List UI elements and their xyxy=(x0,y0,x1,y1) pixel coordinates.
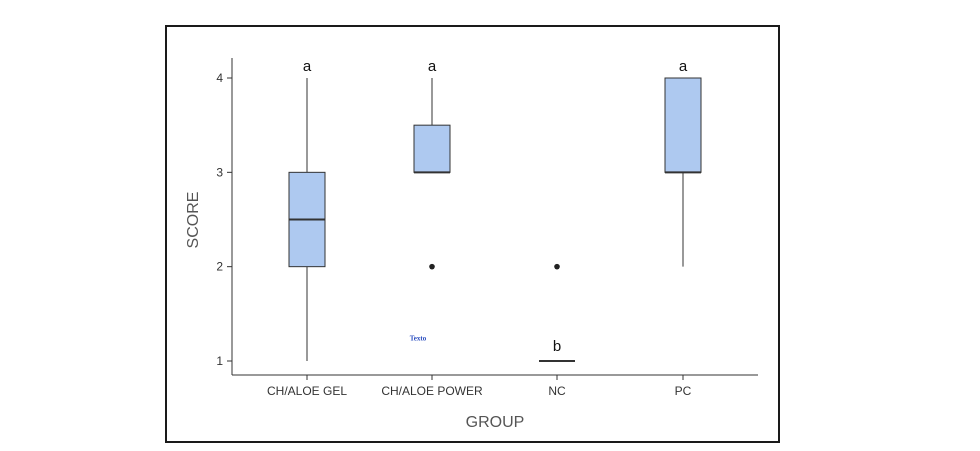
axes xyxy=(231,58,758,376)
box-3 xyxy=(664,77,702,173)
y-tick-label-2: 2 xyxy=(216,260,223,274)
outlier-point-2-0 xyxy=(554,263,560,270)
outlier-point-1-0 xyxy=(429,263,435,270)
y-tick-label-1: 1 xyxy=(216,354,223,368)
y-tick-label-3: 3 xyxy=(216,165,223,179)
x-tick-label-2: NC xyxy=(548,384,566,398)
significance-letter-1: a xyxy=(428,58,437,75)
box-1 xyxy=(413,124,451,173)
y-ticks: 1 2 3 4 xyxy=(216,71,232,368)
boxes: a a b a xyxy=(288,58,702,362)
box-group-3: a xyxy=(664,58,702,267)
x-tick-label-3: PC xyxy=(675,384,692,398)
significance-letter-3: a xyxy=(679,58,688,75)
y-axis-title: SCORE xyxy=(185,192,202,249)
y-tick-label-4: 4 xyxy=(216,71,223,85)
significance-letter-2: b xyxy=(553,338,561,355)
x-tick-label-0: CH/ALOE GEL xyxy=(267,384,347,398)
box-group-0: a xyxy=(288,58,326,361)
box-group-1: a xyxy=(413,58,451,270)
x-ticks: CH/ALOE GEL CH/ALOE POWER NC PC xyxy=(267,375,692,398)
annotation-text: Texto xyxy=(410,335,427,343)
x-axis-title: GROUP xyxy=(466,414,525,431)
box-group-2: b xyxy=(539,263,575,362)
x-tick-label-1: CH/ALOE POWER xyxy=(381,384,483,398)
significance-letter-0: a xyxy=(303,58,312,75)
